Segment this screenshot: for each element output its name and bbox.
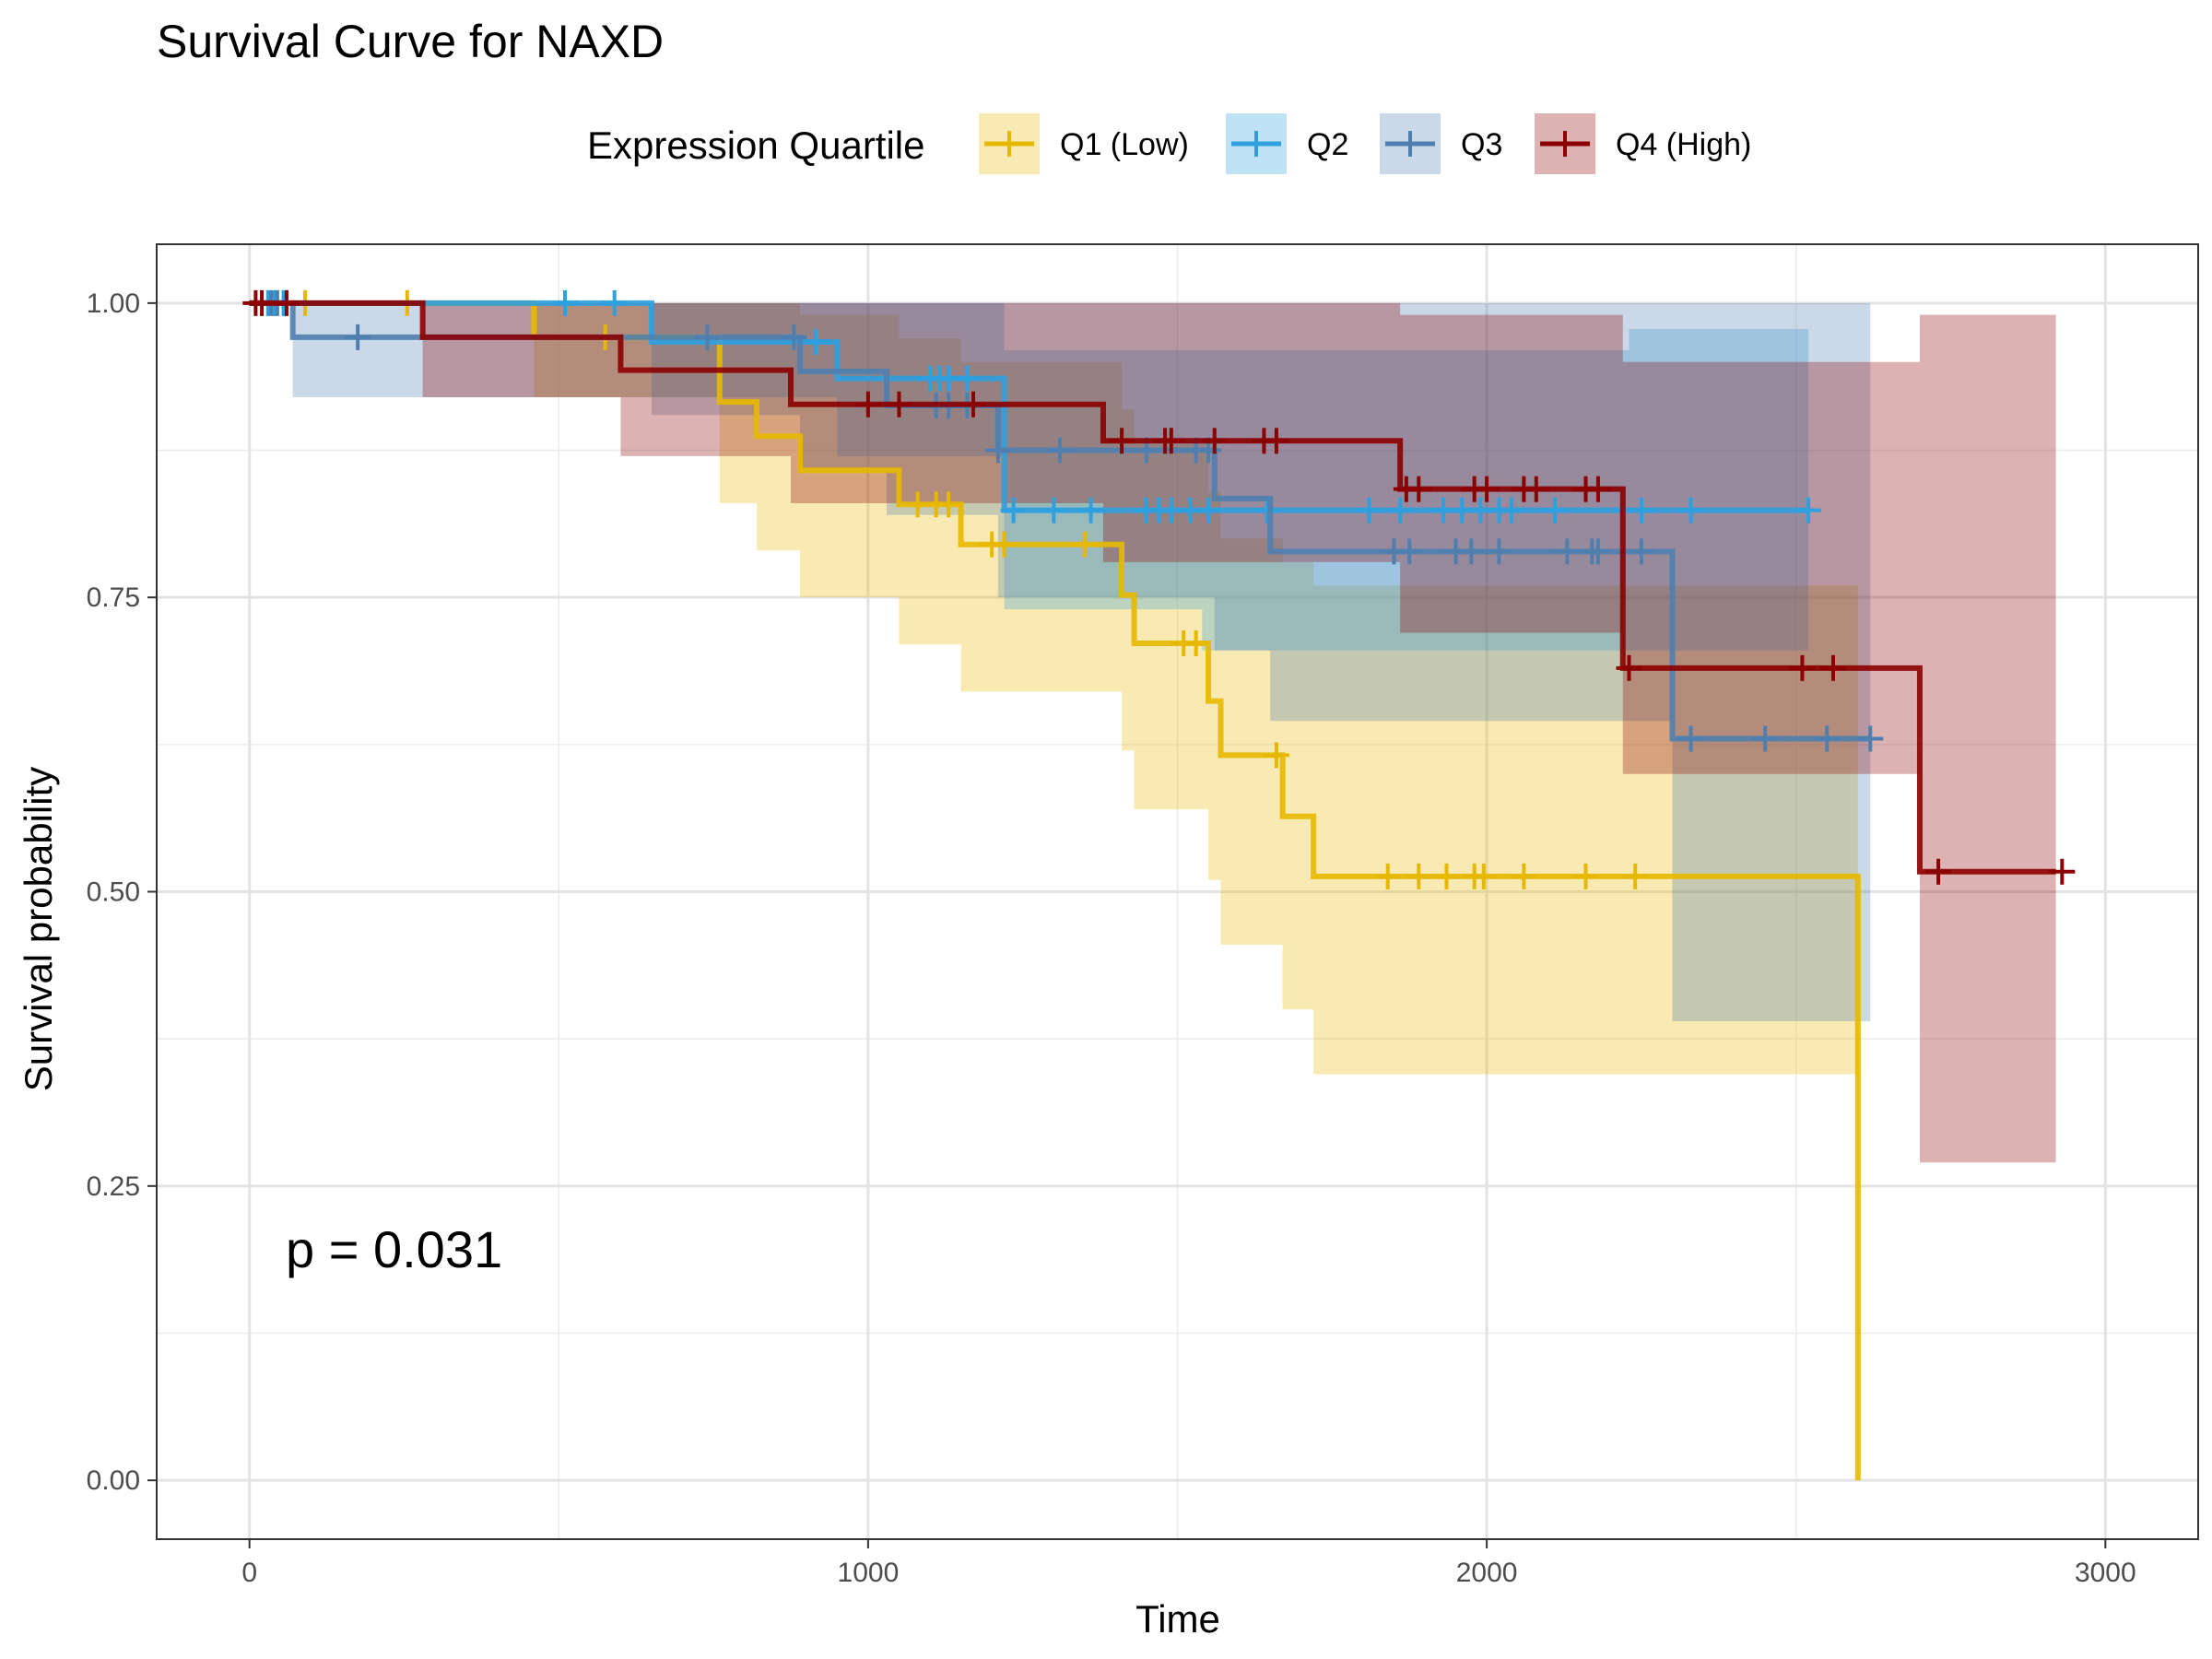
confidence-band-q4: [249, 302, 2056, 1163]
legend-label: Q4 (High): [1616, 127, 1751, 162]
series-q4: [242, 289, 2076, 885]
x-tick-label: 1000: [838, 1558, 900, 1588]
x-tick-label: 0: [241, 1558, 257, 1588]
legend-label: Q3: [1461, 127, 1502, 162]
x-tick-label: 2000: [1456, 1558, 1518, 1588]
x-axis-title: Time: [1135, 1597, 1220, 1641]
confidence-band-q1: [249, 302, 1858, 1075]
survival-curve-q1: [249, 300, 1861, 1481]
y-tick-label: 1.00: [87, 288, 140, 319]
legend: Expression Quartile Q1 (Low) Q2 Q3 Q4 (High): [587, 113, 1751, 174]
plot-area: 0 1000 2000 3000 0.00 0.25 0.50 0.75 1.00 p = 0.0…: [87, 243, 2199, 1588]
legend-item-q3: Q3: [1380, 113, 1502, 174]
y-tick-label: 0.50: [87, 877, 140, 908]
confidence-band-q3: [249, 302, 1871, 1021]
legend-label: Q1 (Low): [1060, 127, 1189, 162]
legend-title: Expression Quartile: [587, 124, 925, 167]
series-q2: [249, 289, 1822, 524]
y-tick-label: 0.00: [87, 1465, 140, 1496]
legend-item-q1: Q1 (Low): [979, 113, 1189, 174]
legend-item-q4: Q4 (High): [1535, 113, 1751, 174]
survival-curve-q2: [249, 300, 1809, 513]
chart-title: Survival Curve for NAXD: [157, 16, 664, 67]
legend-label: Q2: [1307, 127, 1348, 162]
y-tick-label: 0.75: [87, 582, 140, 613]
confidence-bands: [249, 302, 2056, 1163]
p-value-annotation: p = 0.031: [286, 1220, 502, 1278]
y-axis-title: Survival probability: [17, 767, 60, 1092]
legend-item-q2: Q2: [1226, 113, 1348, 174]
confidence-band-q2: [249, 302, 1809, 651]
x-tick-label: 3000: [2075, 1558, 2136, 1588]
survival-curve-q4: [249, 300, 2056, 875]
y-tick-label: 0.25: [87, 1171, 140, 1202]
